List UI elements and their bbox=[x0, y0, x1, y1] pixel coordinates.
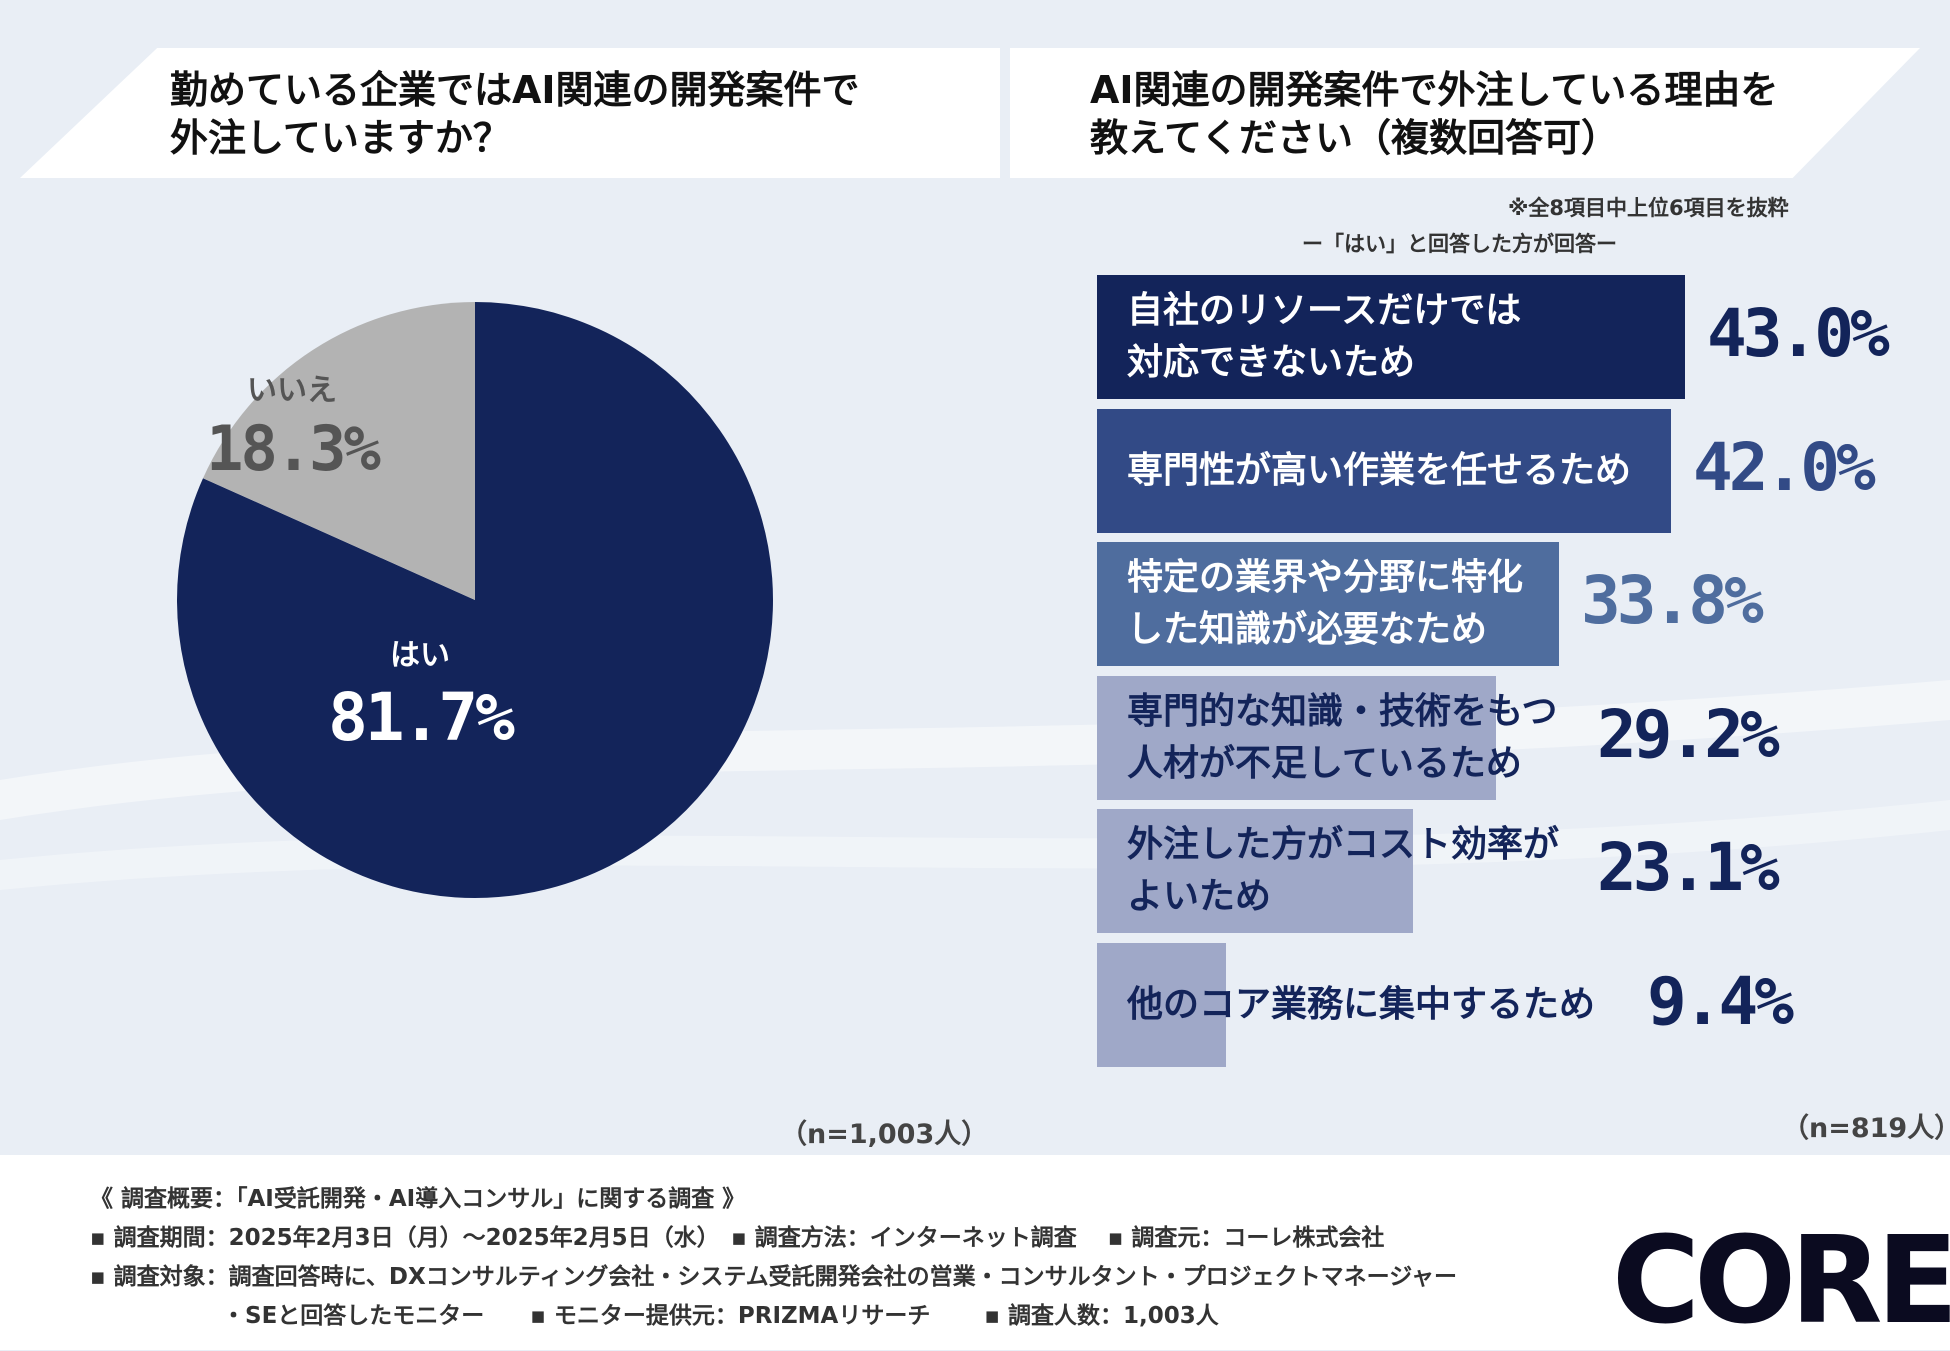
selection-note: ※全8項目中上位6項目を抜粋 bbox=[1508, 196, 1789, 220]
right-question-title: AI関連の開発案件で外注している理由を 教えてください（複数回答可） bbox=[1090, 66, 1778, 162]
bar-label-6: 他のコア業務に集中するため bbox=[1127, 979, 1595, 1031]
footer-provider: ・SEと回答したモニター ▪ モニター提供元：PRIZMAリサーチ ▪ 調査人数… bbox=[222, 1303, 1219, 1329]
bar-label-line2: 人材が不足しているため bbox=[1127, 742, 1522, 784]
bar-label-line1: 特定の業界や分野に特化 bbox=[1127, 557, 1524, 598]
footer-target: ▪ 調査対象：調査回答時に、DXコンサルティング会社・システム受託開発会社の営業… bbox=[90, 1264, 1458, 1290]
bar-6 bbox=[1097, 942, 1226, 1067]
core-logo: CORE bbox=[1612, 1212, 1950, 1351]
left-question-line2: 外注していますか？ bbox=[170, 116, 511, 160]
bar-label-line1: 専門性が高い作業を任せるため bbox=[1127, 449, 1632, 491]
pie-label-no: いいえ bbox=[247, 373, 337, 408]
right-question-line1: AI関連の開発案件で外注している理由を bbox=[1090, 68, 1779, 112]
survey-footer: 《 調査概要：「AI受託開発・AI導入コンサル」に関する調査 》 ▪ 調査期間：… bbox=[0, 1155, 1950, 1350]
pie-label-yes: はい bbox=[390, 638, 450, 673]
bar-label-line2: 対応できないため bbox=[1127, 342, 1416, 383]
bar-label-4: 専門的な知識・技術をもつ 人材が不足しているため bbox=[1127, 686, 1558, 790]
left-question-banner bbox=[20, 48, 1000, 178]
respondent-note: ー「はい」と回答した方が回答ー bbox=[1302, 232, 1617, 256]
bar-label-1: 自社のリソースだけでは 対応できないため bbox=[1127, 285, 1521, 389]
bar-label-line2: した知識が必要なため bbox=[1127, 609, 1488, 650]
bar-value-5: 23.1% bbox=[1597, 829, 1780, 906]
bar-value-4: 29.2% bbox=[1597, 695, 1780, 773]
bar-label-2: 専門性が高い作業を任せるため bbox=[1127, 445, 1631, 497]
bar-2 bbox=[1097, 408, 1671, 533]
bar-label-line2: よいため bbox=[1127, 876, 1272, 917]
left-question-line1: 勤めている企業ではAI関連の開発案件で bbox=[170, 68, 860, 112]
bar-5 bbox=[1097, 809, 1413, 933]
bar-value-1: 43.0% bbox=[1707, 295, 1890, 372]
footer-title: 《 調査概要：「AI受託開発・AI導入コンサル」に関する調査 》 bbox=[90, 1186, 746, 1212]
footer-period: ▪ 調査期間：2025年2月3日（月）～2025年2月5日（水） ▪ 調査方法：… bbox=[90, 1225, 1385, 1251]
bar-label-line1: 専門的な知識・技術をもつ bbox=[1127, 690, 1558, 732]
pie-slice-no bbox=[203, 302, 475, 600]
right-question-line2: 教えてください（複数回答可） bbox=[1090, 116, 1619, 160]
left-question-title: 勤めている企業ではAI関連の開発案件で 外注していますか？ bbox=[170, 66, 860, 162]
bar-4 bbox=[1097, 675, 1496, 800]
bar-label-line1: 他のコア業務に集中するため bbox=[1127, 983, 1596, 1025]
bar-value-3: 33.8% bbox=[1581, 562, 1764, 639]
bar-label-line1: 自社のリソースだけでは bbox=[1127, 290, 1522, 331]
bar-label-line1: 外注した方がコスト効率が bbox=[1127, 824, 1560, 865]
pie-chart: はい 81.7% いいえ 18.3% bbox=[177, 302, 773, 898]
pie-value-no: 18.3% bbox=[206, 412, 380, 485]
pie-sample-size: （n=1,003人） bbox=[780, 1119, 989, 1150]
bar-value-2: 42.0% bbox=[1693, 428, 1876, 506]
right-question-banner bbox=[1010, 48, 1920, 178]
bar-value-6: 9.4% bbox=[1647, 962, 1794, 1040]
bar-sample-size: （n=819人） bbox=[1782, 1113, 1950, 1144]
bar-1 bbox=[1097, 275, 1685, 399]
pie-value-yes: 81.7% bbox=[328, 679, 515, 756]
bar-label-3: 特定の業界や分野に特化 した知識が必要なため bbox=[1127, 552, 1523, 656]
bar-3 bbox=[1097, 542, 1559, 666]
bar-label-5: 外注した方がコスト効率が よいため bbox=[1127, 819, 1559, 923]
